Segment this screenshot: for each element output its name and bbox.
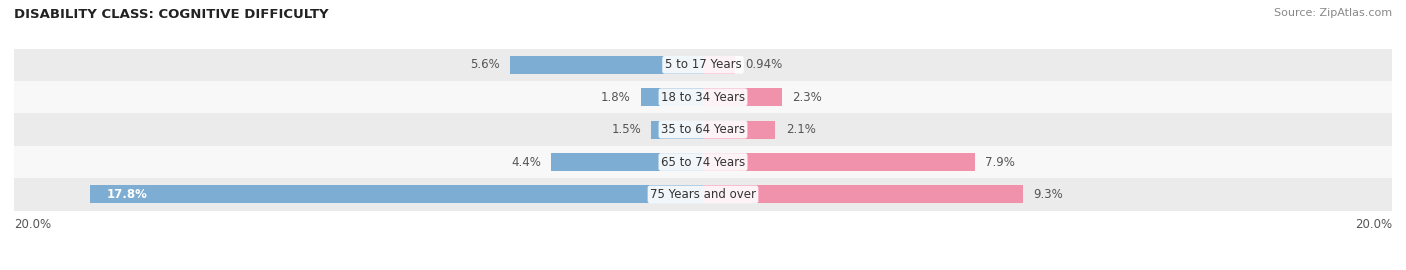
Text: 65 to 74 Years: 65 to 74 Years	[661, 156, 745, 168]
Text: Source: ZipAtlas.com: Source: ZipAtlas.com	[1274, 8, 1392, 18]
Text: 2.3%: 2.3%	[793, 91, 823, 104]
Text: 17.8%: 17.8%	[107, 188, 148, 201]
Text: 0.94%: 0.94%	[745, 58, 783, 71]
Text: DISABILITY CLASS: COGNITIVE DIFFICULTY: DISABILITY CLASS: COGNITIVE DIFFICULTY	[14, 8, 329, 21]
Text: 20.0%: 20.0%	[1355, 218, 1392, 231]
Text: 2.1%: 2.1%	[786, 123, 815, 136]
Bar	[703, 88, 782, 106]
Text: 18 to 34 Years: 18 to 34 Years	[661, 91, 745, 104]
Text: 4.4%: 4.4%	[512, 156, 541, 168]
Text: 5 to 17 Years: 5 to 17 Years	[665, 58, 741, 71]
Bar	[510, 56, 703, 74]
Bar	[14, 146, 1392, 178]
Bar	[703, 56, 735, 74]
Bar	[641, 88, 703, 106]
Text: 1.5%: 1.5%	[612, 123, 641, 136]
Legend: Male, Female: Male, Female	[637, 266, 769, 270]
Bar	[703, 153, 976, 171]
Text: 9.3%: 9.3%	[1033, 188, 1063, 201]
Bar	[703, 121, 775, 139]
Text: 35 to 64 Years: 35 to 64 Years	[661, 123, 745, 136]
Bar	[90, 185, 703, 203]
Text: 1.8%: 1.8%	[600, 91, 631, 104]
Bar	[14, 49, 1392, 81]
Text: 75 Years and over: 75 Years and over	[650, 188, 756, 201]
Text: 7.9%: 7.9%	[986, 156, 1015, 168]
Bar	[14, 178, 1392, 211]
Bar	[551, 153, 703, 171]
Bar	[14, 113, 1392, 146]
Text: 5.6%: 5.6%	[470, 58, 499, 71]
Bar	[651, 121, 703, 139]
Text: 20.0%: 20.0%	[14, 218, 51, 231]
Bar	[14, 81, 1392, 113]
Bar	[703, 185, 1024, 203]
